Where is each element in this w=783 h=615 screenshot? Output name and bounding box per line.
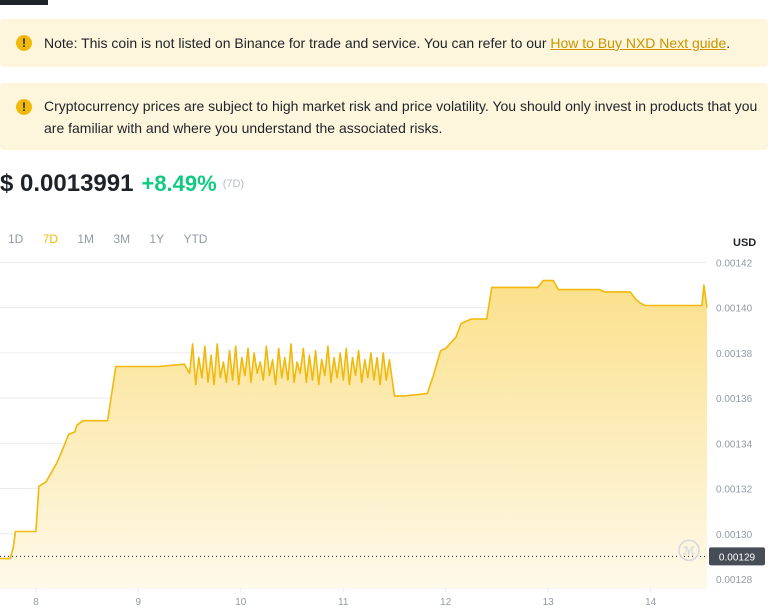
risk-notice-text: Cryptocurrency prices are subject to hig… bbox=[44, 98, 757, 136]
time-range-tabs: 1D 7D 1M 3M 1Y YTD bbox=[8, 232, 223, 246]
currency-label: USD bbox=[733, 237, 756, 249]
price-area bbox=[0, 281, 707, 588]
tab-1y[interactable]: 1Y bbox=[149, 232, 164, 246]
listing-notice-suffix: . bbox=[726, 35, 730, 51]
listing-notice-text: Note: This coin is not listed on Binance… bbox=[44, 35, 550, 51]
price-row: $ 0.0013991 +8.49% (7D) bbox=[0, 170, 244, 204]
tab-3m[interactable]: 3M bbox=[113, 232, 130, 246]
reference-label: 0.00129 bbox=[719, 552, 756, 563]
how-to-buy-link[interactable]: How to Buy NXD Next guide bbox=[550, 35, 726, 51]
change-period: (7D) bbox=[223, 178, 244, 190]
y-tick-label: 0.00128 bbox=[716, 575, 753, 586]
watermark-logo-glyph: ℳ bbox=[683, 545, 695, 557]
y-tick-label: 0.00130 bbox=[716, 530, 753, 541]
risk-notice: ! Cryptocurrency prices are subject to h… bbox=[0, 83, 768, 150]
tab-7d[interactable]: 7D bbox=[43, 232, 58, 246]
y-tick-label: 0.00140 bbox=[716, 304, 753, 315]
y-tick-label: 0.00142 bbox=[716, 259, 753, 270]
top-bar-fragment bbox=[0, 0, 48, 5]
tab-ytd[interactable]: YTD bbox=[183, 232, 207, 246]
tab-1d[interactable]: 1D bbox=[8, 232, 23, 246]
warning-icon: ! bbox=[16, 99, 32, 115]
current-price: $ 0.0013991 bbox=[0, 170, 133, 197]
tab-1m[interactable]: 1M bbox=[77, 232, 94, 246]
y-tick-label: 0.00134 bbox=[716, 439, 753, 450]
x-tick-label: 10 bbox=[235, 597, 247, 608]
price-change: +8.49% bbox=[141, 171, 216, 196]
price-chart: 0.00142 0.00140 0.00138 0.00136 0.00134 0.001… bbox=[0, 225, 783, 615]
warning-icon: ! bbox=[16, 35, 32, 51]
x-tick-label: 13 bbox=[543, 597, 555, 608]
x-tick-label: 12 bbox=[440, 597, 452, 608]
listing-notice: ! Note: This coin is not listed on Binan… bbox=[0, 19, 768, 67]
x-tick-label: 9 bbox=[136, 597, 142, 608]
x-tick-label: 11 bbox=[338, 597, 349, 608]
x-tick-label: 8 bbox=[33, 597, 39, 608]
y-tick-label: 0.00132 bbox=[716, 485, 753, 496]
y-tick-label: 0.00138 bbox=[716, 349, 753, 360]
x-tick-label: 14 bbox=[645, 597, 657, 608]
y-tick-label: 0.00136 bbox=[716, 394, 753, 405]
